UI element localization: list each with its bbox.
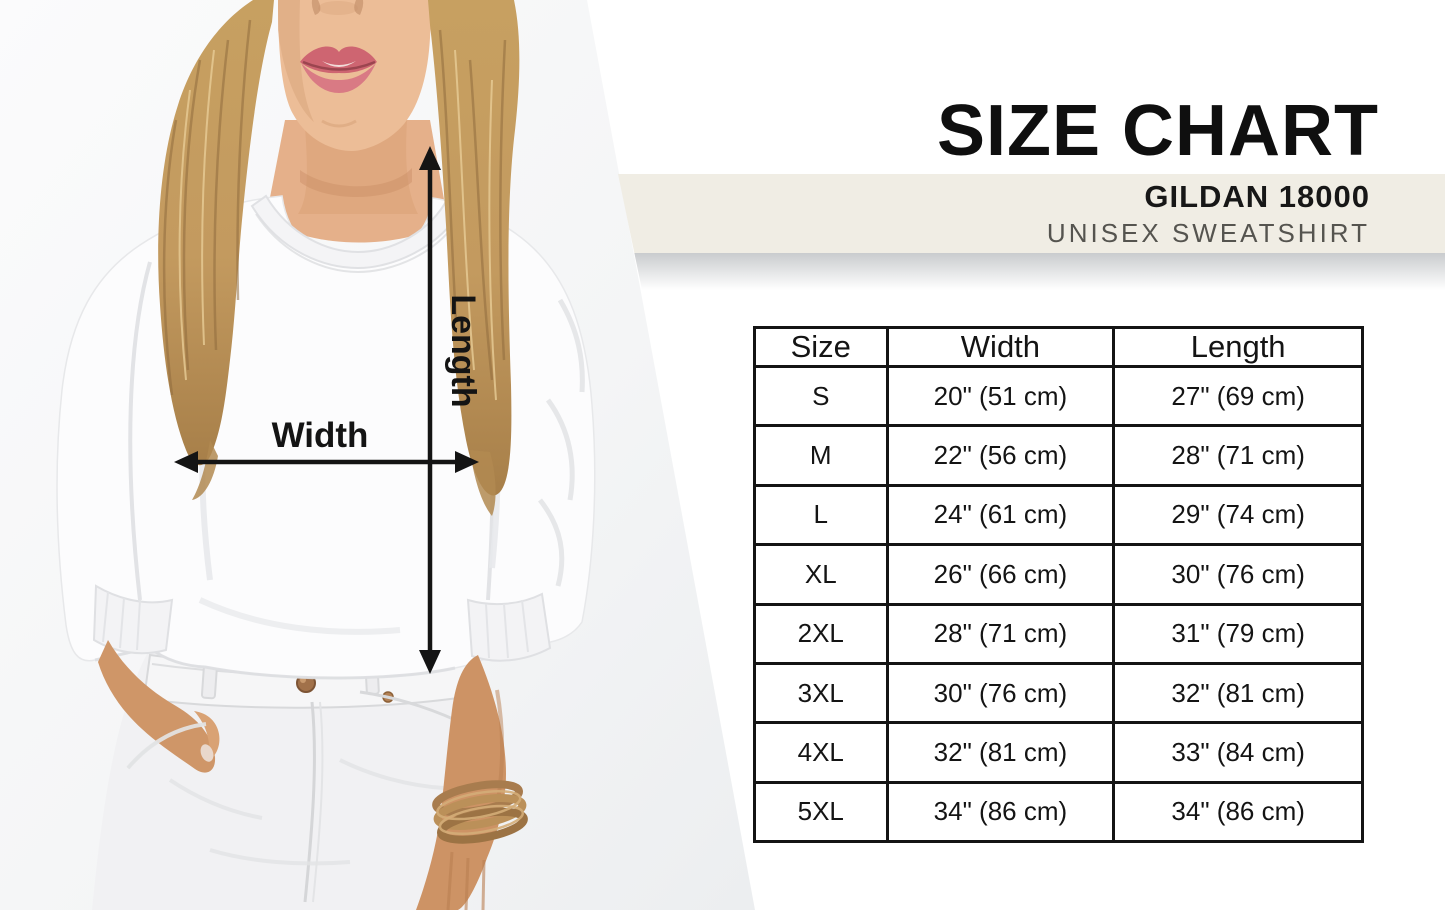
size-cell: 2XL (753, 602, 889, 665)
table-row: 2XL 28" (71 cm) 31" (79 cm) (753, 602, 1364, 665)
model-photo: Width Length (0, 0, 755, 910)
size-cell: M (753, 424, 889, 487)
length-cell: 33" (84 cm) (1112, 721, 1364, 784)
length-cell: 32" (81 cm) (1112, 661, 1364, 725)
length-arrow-label: Length (444, 294, 482, 407)
width-cell: 34" (86 cm) (885, 780, 1116, 844)
length-arrow (419, 146, 441, 674)
width-cell: 22" (56 cm) (885, 424, 1116, 487)
hair (158, 0, 520, 516)
length-cell: 29" (74 cm) (1112, 483, 1364, 547)
table-row: 4XL 32" (81 cm) 33" (84 cm) (753, 721, 1364, 784)
table-row: S 20" (51 cm) 27" (69 cm) (753, 364, 1364, 428)
length-cell: 31" (79 cm) (1112, 602, 1364, 665)
model-face (278, 0, 432, 151)
width-cell: 20" (51 cm) (885, 364, 1116, 428)
table-row: 5XL 34" (86 cm) 34" (86 cm) (753, 780, 1364, 844)
length-cell: 34" (86 cm) (1112, 780, 1364, 844)
size-table: Size Width Length S 20" (51 cm) 27" (69 … (753, 326, 1364, 844)
width-arrow-label: Width (272, 416, 369, 455)
table-row: XL 26" (66 cm) 30" (76 cm) (753, 543, 1364, 606)
table-row: L 24" (61 cm) 29" (74 cm) (753, 483, 1364, 547)
jeans (92, 648, 474, 910)
brand-name: GILDAN 18000 (1144, 178, 1370, 214)
measurement-arrows: Width Length (174, 146, 482, 674)
table-row: M 22" (56 cm) 28" (71 cm) (753, 424, 1364, 487)
product-banner: GILDAN 18000 UNISEX SWEATSHIRT (618, 174, 1445, 290)
size-cell: 3XL (753, 661, 889, 725)
product-banner-strip: GILDAN 18000 UNISEX SWEATSHIRT (618, 174, 1445, 253)
width-arrow (174, 451, 479, 473)
width-cell: 24" (61 cm) (885, 483, 1116, 547)
table-header-row: Size Width Length (753, 326, 1364, 368)
size-cell: S (753, 364, 889, 428)
header-size: Size (753, 326, 889, 368)
left-hand (98, 640, 220, 773)
table-row: 3XL 30" (76 cm) 32" (81 cm) (753, 661, 1364, 725)
width-cell: 28" (71 cm) (885, 602, 1116, 665)
banner-shadow (618, 253, 1445, 290)
header-length: Length (1112, 326, 1364, 368)
length-cell: 30" (76 cm) (1112, 543, 1364, 606)
length-cell: 27" (69 cm) (1112, 364, 1364, 428)
bracelet (432, 780, 528, 844)
page-title: SIZE CHART (937, 91, 1379, 172)
size-cell: 4XL (753, 721, 889, 784)
lips (300, 46, 377, 93)
right-arm (416, 655, 528, 910)
size-cell: 5XL (753, 780, 889, 844)
header-width: Width (885, 326, 1116, 368)
product-type: UNISEX SWEATSHIRT (1046, 217, 1370, 248)
width-cell: 30" (76 cm) (885, 661, 1116, 725)
size-cell: XL (753, 543, 889, 606)
width-cell: 26" (66 cm) (885, 543, 1116, 606)
length-cell: 28" (71 cm) (1112, 424, 1364, 487)
width-cell: 32" (81 cm) (885, 721, 1116, 784)
size-cell: L (753, 483, 889, 547)
